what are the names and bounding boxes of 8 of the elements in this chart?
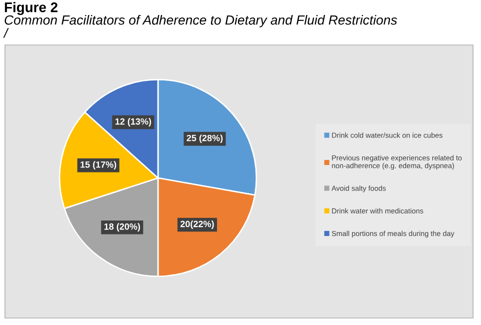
data-label: 18 (20%) — [104, 223, 140, 232]
chart-title: Figure 2 — [4, 2, 58, 16]
data-label: 25 (28%) — [186, 134, 223, 143]
chart-subtitle: Common Facilitators of Adherence to Dietary and Fluid Restrictions — [4, 15, 398, 28]
data-label: 20(22%) — [180, 220, 214, 229]
data-label: 15 (17%) — [80, 161, 116, 170]
data-label: 12 (13%) — [115, 118, 152, 126]
text: / — [3, 28, 9, 38]
